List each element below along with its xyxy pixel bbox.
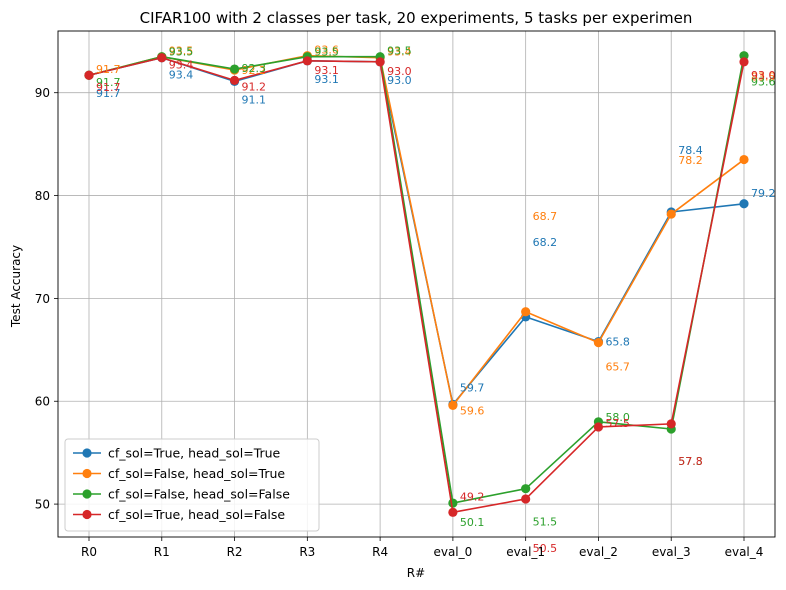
data-point [593,422,604,432]
x-tick-label: eval_3 [652,545,691,559]
data-label: 93.6 [314,44,339,57]
x-tick-label: R4 [372,545,388,559]
data-point [593,338,604,348]
chart-title: CIFAR100 with 2 classes per task, 20 exp… [140,9,693,27]
data-label: 91.1 [242,93,266,106]
data-label: 91.2 [242,80,266,93]
data-label: 93.5 [169,45,194,58]
legend-swatch-marker [82,448,92,458]
data-label: 92.3 [242,62,266,75]
y-tick-label: 90 [35,86,50,100]
data-label: 91.7 [96,81,121,94]
x-tick-label: eval_1 [506,545,545,559]
data-label: 83.5 [751,71,776,84]
data-label: 78.2 [678,154,703,167]
data-point [521,484,531,494]
legend-swatch-marker [82,509,92,520]
legend-swatch-marker [82,489,92,499]
data-label: 59.7 [460,381,485,394]
data-label: 57.3 [678,455,703,468]
data-label: 79.2 [751,187,776,200]
legend: cf_sol=True, head_sol=True cf_sol=False, … [64,438,320,532]
plot-frame [57,30,776,538]
x-axis: R0 R1 R2 R3 R4 eval_0 eval_1 eval_2 eval_3 eval_4 [81,537,763,559]
data-label: 93.5 [169,46,194,59]
data-label: 93.0 [387,74,412,87]
data-label: 51.5 [533,516,558,529]
data-label: 93.5 [387,45,412,58]
data-point [666,209,676,219]
data-point [448,507,458,517]
legend-entry-label: cf_sol=False, head_sol=False [108,487,290,502]
data-label: 57.8 [678,455,703,468]
data-point [521,494,531,504]
y-axis: 50 60 70 80 90 [35,86,58,512]
data-label: 50.5 [533,542,558,555]
data-point [84,70,94,80]
data-point [375,57,385,67]
data-label: 65.7 [605,361,630,374]
y-tick-label: 80 [35,189,50,203]
data-label: 93.4 [169,69,194,82]
data-point [521,307,531,317]
data-label-group: 91.7 93.4 91.1 93.1 93.0 59.7 68.2 65.8 78.4 79.2… [96,44,776,555]
x-axis-label: R# [407,566,425,580]
legend-entry-label: cf_sol=True, head_sol=False [108,507,285,522]
data-label: 93.0 [751,69,776,82]
data-point [739,199,749,209]
data-label: 68.7 [533,210,558,223]
data-label: 93.4 [387,46,412,59]
x-tick-label: R1 [154,545,170,559]
x-tick-label: eval_4 [725,545,764,559]
data-label: 91.7 [96,63,121,76]
x-tick-label: R3 [299,545,315,559]
data-label: 93.0 [387,65,412,78]
data-label: 91.7 [96,87,121,100]
data-label: 59.6 [460,404,485,417]
data-label: 50.1 [460,516,485,529]
data-point [448,498,458,508]
data-label: 92.2 [242,64,266,77]
x-tick-label: eval_0 [433,545,472,559]
data-label: 93.1 [314,73,339,86]
y-axis-label: Test Accuracy [9,245,23,328]
series-group [84,51,749,517]
x-tick-label: R0 [81,545,97,559]
data-label: 57.5 [605,417,630,430]
data-label: 58.0 [605,411,630,424]
data-label: 68.2 [533,236,558,249]
legend-box [64,438,320,532]
x-tick-label: R2 [227,545,243,559]
data-point [739,57,749,67]
y-tick-label: 50 [35,498,50,512]
data-point [448,400,458,410]
data-label: 93.1 [314,64,339,77]
data-point [229,64,240,74]
data-point [157,53,167,63]
data-label: 93.4 [169,59,194,72]
legend-entry-label: cf_sol=True, head_sol=True [108,446,281,461]
series-line-4 [88,56,745,514]
data-point [666,419,676,429]
grid [58,31,775,537]
data-label: 65.8 [605,336,630,349]
data-point [739,154,749,165]
y-tick-label: 60 [35,395,50,409]
y-tick-label: 70 [35,292,50,306]
legend-entry-label: cf_sol=False, head_sol=True [108,466,285,481]
legend-swatch-marker [82,468,92,479]
x-tick-label: eval_2 [579,545,618,559]
data-point [302,56,312,66]
data-label: 93.5 [314,46,339,59]
data-label: 93.6 [751,76,776,89]
data-label: 78.4 [678,144,703,157]
data-label: 91.7 [96,76,121,89]
data-label: 49.2 [460,490,485,503]
data-point [229,75,240,85]
